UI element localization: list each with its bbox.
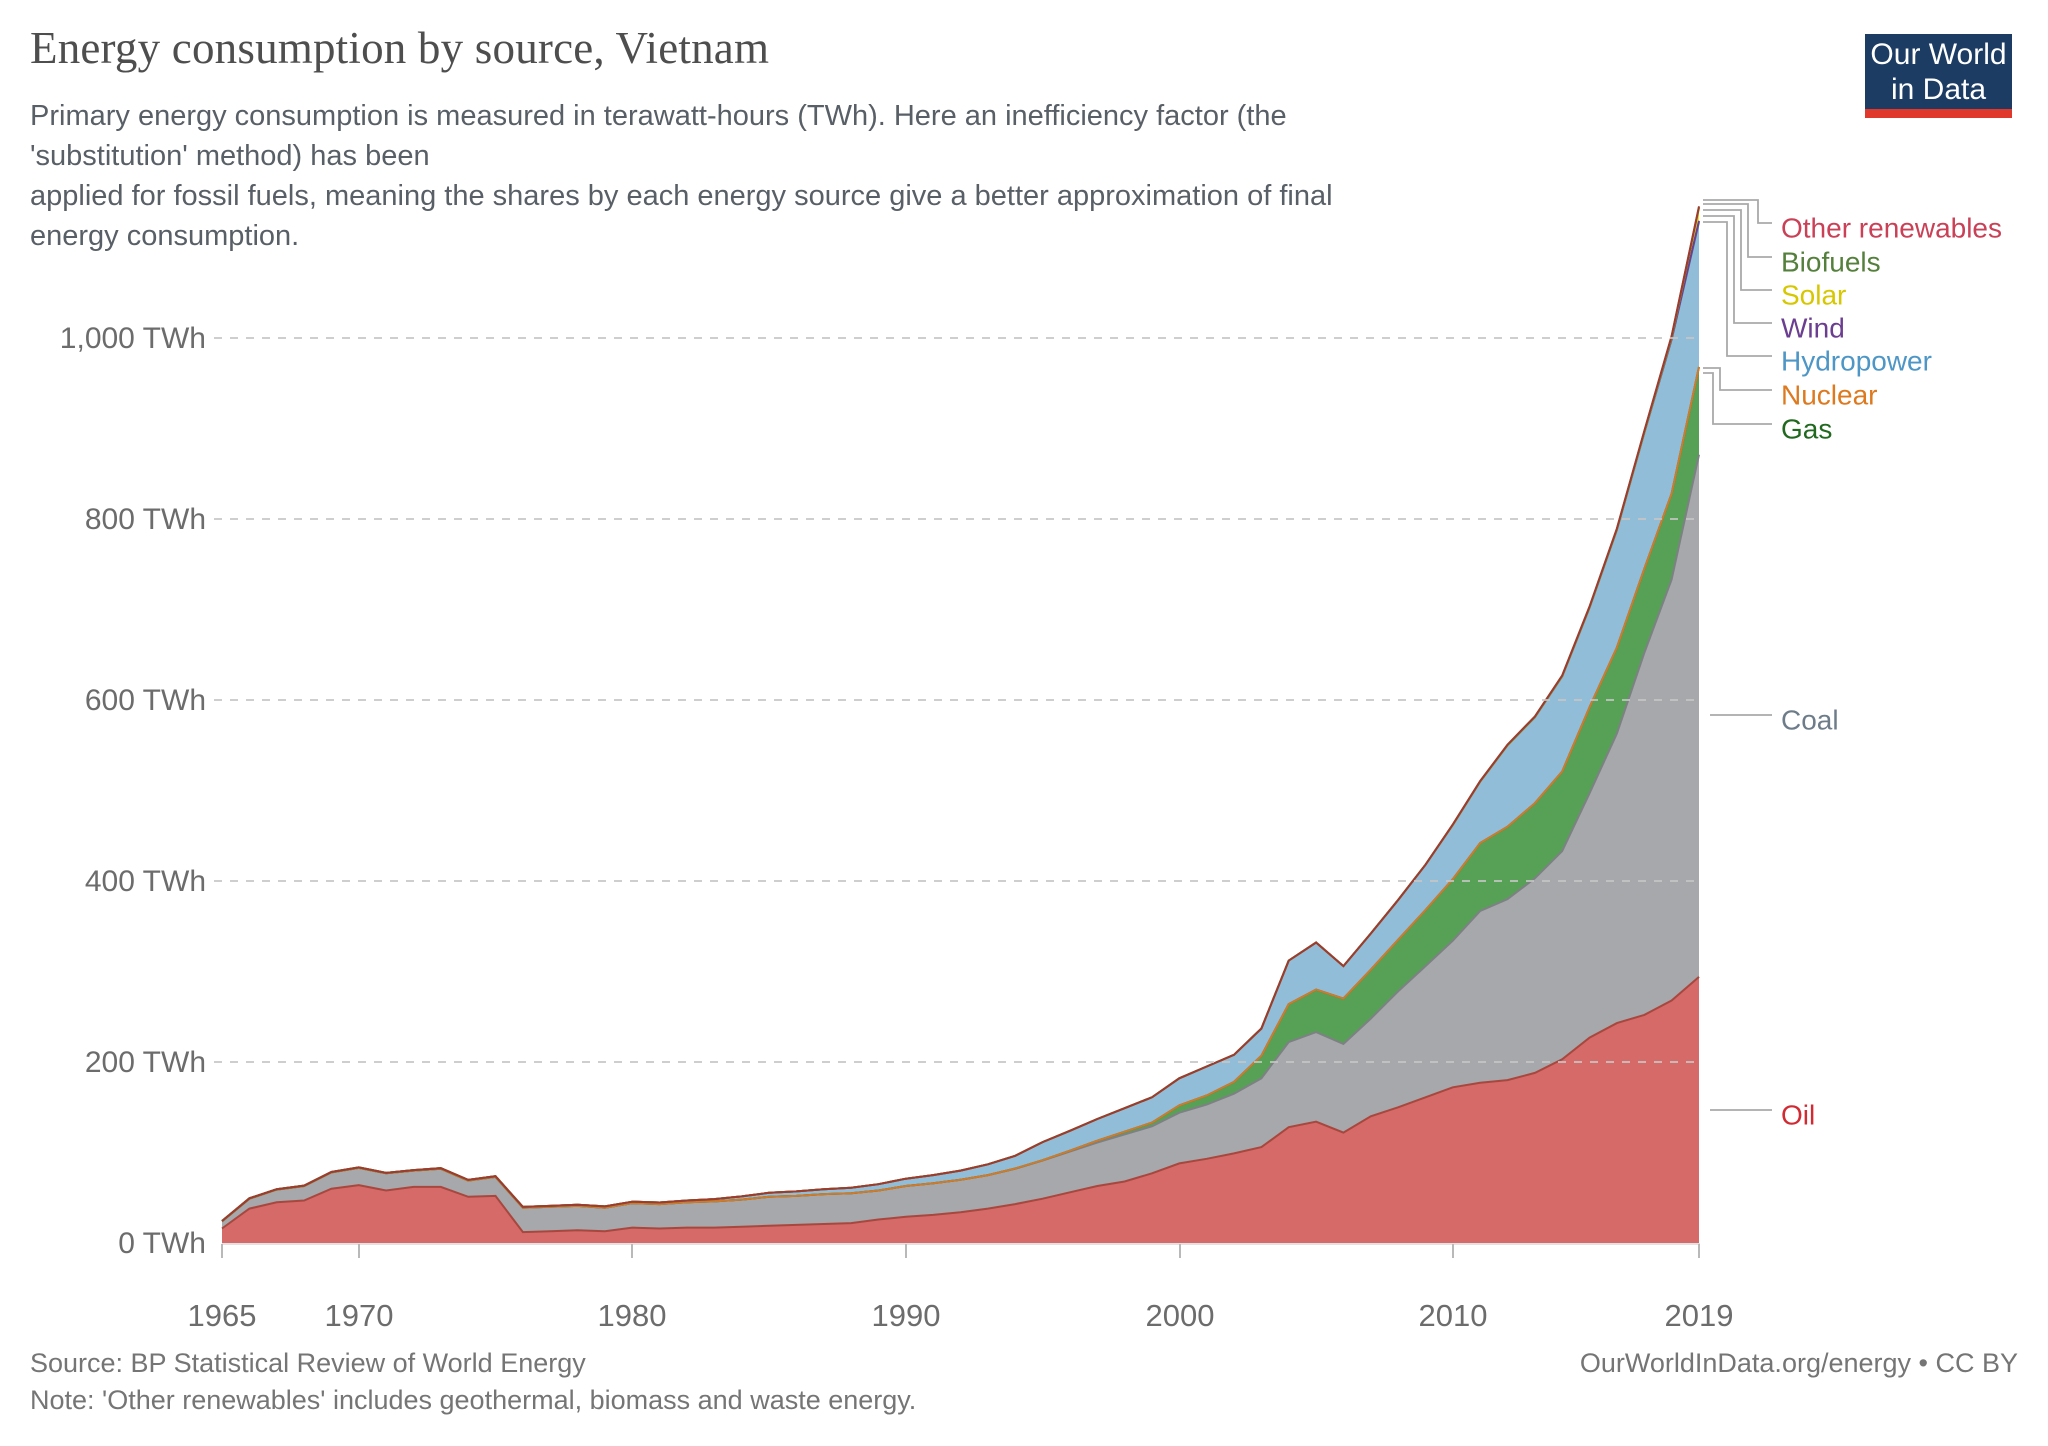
legend-label-other-renewables[interactable]: Other renewables (1781, 212, 2002, 243)
page-subtitle-line2: applied for fossil fuels, meaning the sh… (30, 180, 1333, 252)
y-label-600: 600 TWh (85, 684, 206, 717)
area-hydropower[interactable] (222, 222, 1699, 1222)
page-title: Energy consumption by source, Vietnam (30, 23, 770, 73)
x-label-1980: 1980 (598, 1298, 667, 1333)
legend-label-nuclear[interactable]: Nuclear (1781, 379, 1877, 410)
area-gas[interactable] (222, 367, 1699, 1222)
plot-area (222, 206, 1699, 1243)
y-axis: 0 TWh 200 TWh 400 TWh 600 TWh 800 TWh 1,… (60, 322, 206, 1260)
legend-connector-wind (1703, 215, 1772, 324)
x-axis: 1965 1970 1980 1990 2000 2010 2019 (188, 1243, 1734, 1333)
y-label-800: 800 TWh (85, 503, 206, 536)
y-label-1000: 1,000 TWh (60, 322, 206, 355)
y-label-400: 400 TWh (85, 865, 206, 898)
legend-label-oil[interactable]: Oil (1781, 1099, 1815, 1130)
plot-boundary-lines (221, 206, 1700, 1234)
legend-connector-biofuels (1703, 203, 1772, 258)
owid-logo-line1: Our World (1870, 37, 2007, 71)
footer-credit-link[interactable]: OurWorldInData.org/energy • CC BY (1579, 1348, 2018, 1378)
legend-label-biofuels[interactable]: Biofuels (1781, 246, 1881, 277)
gridlines (214, 337, 1702, 1063)
legend-connector-hydropower (1703, 221, 1772, 357)
boundary-line-oil (221, 976, 1700, 1234)
legend: Other renewables Biofuels Solar Wind Hyd… (1781, 212, 2002, 1130)
page-subtitle: Primary energy consumption is measured i… (30, 96, 1420, 256)
legend-connectors (1703, 199, 1772, 1111)
owid-logo-line2: in Data (1890, 72, 1987, 106)
owid-logo[interactable]: Our World in Data (1865, 34, 2012, 118)
footer-source: Source: BP Statistical Review of World E… (30, 1348, 586, 1378)
footer-note: Note: 'Other renewables' includes geothe… (30, 1385, 917, 1415)
y-label-0: 0 TWh (118, 1227, 206, 1260)
x-label-1990: 1990 (872, 1298, 941, 1333)
legend-label-coal[interactable]: Coal (1781, 704, 1839, 735)
footer-source-note: Source: BP Statistical Review of World E… (30, 1345, 916, 1419)
legend-label-gas[interactable]: Gas (1781, 413, 1832, 444)
page-subtitle-line1: Primary energy consumption is measured i… (30, 100, 1287, 172)
legend-connector-other-renewables (1703, 199, 1772, 224)
legend-label-solar[interactable]: Solar (1781, 279, 1846, 310)
legend-connector-gas (1703, 372, 1772, 425)
y-label-200: 200 TWh (85, 1046, 206, 1079)
x-label-2010: 2010 (1419, 1298, 1488, 1333)
boundary-line-other_renewables (221, 206, 1700, 1222)
x-label-1970: 1970 (325, 1298, 394, 1333)
area-oil[interactable] (222, 976, 1699, 1243)
legend-connector-solar (1703, 209, 1772, 291)
x-label-2019: 2019 (1665, 1298, 1734, 1333)
x-label-2000: 2000 (1146, 1298, 1215, 1333)
legend-connector-nuclear (1703, 367, 1772, 391)
legend-label-wind[interactable]: Wind (1781, 312, 1845, 343)
legend-label-hydropower[interactable]: Hydropower (1781, 345, 1932, 376)
x-label-1965: 1965 (188, 1298, 257, 1333)
